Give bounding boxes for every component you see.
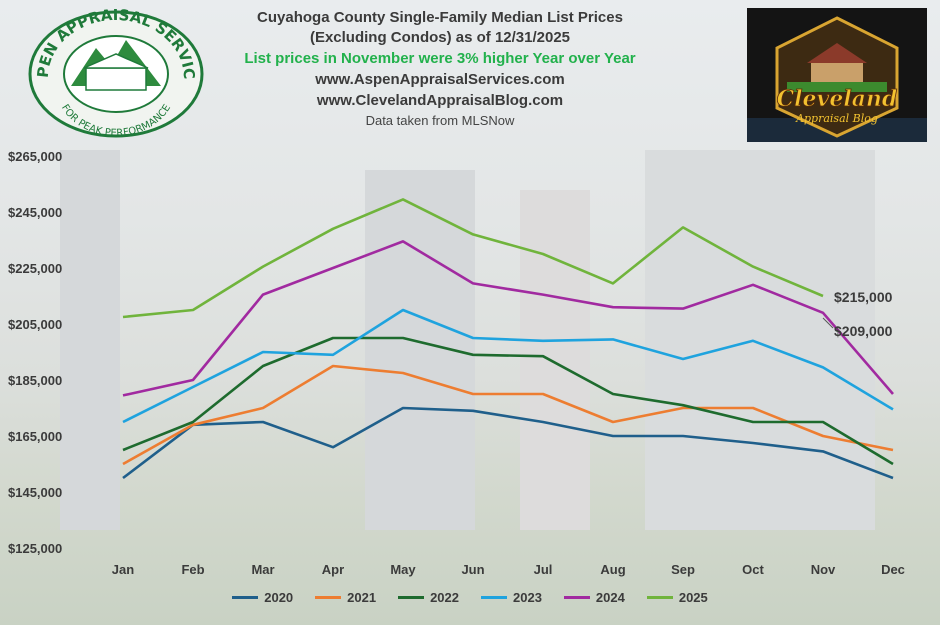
series-line-2023 <box>122 308 894 424</box>
background-building <box>520 190 590 530</box>
cleveland-blog-logo: Cleveland Appraisal Blog <box>747 8 927 142</box>
website-blog: www.ClevelandAppraisalBlog.com <box>316 92 564 109</box>
legend-item-2023: 2023 <box>481 590 542 605</box>
chart-title-block: Cuyahoga County Single-Family Median Lis… <box>230 8 650 131</box>
x-tick-label: Feb <box>181 562 204 577</box>
legend-label: 2020 <box>264 590 294 605</box>
aspen-logo: ASPEN APPRAISAL SERVICES FOR PEAK PERFOR… <box>26 8 204 138</box>
callout-2025-nov: $215,000 <box>834 289 893 305</box>
chart-legend: 2020 2021 2022 2023 2024 2025 <box>0 590 940 605</box>
legend-label: 2022 <box>430 590 459 605</box>
background-building <box>60 150 120 530</box>
legend-item-2025: 2025 <box>646 590 708 605</box>
x-tick-label: Nov <box>811 562 836 577</box>
data-source: Data taken from MLSNow <box>365 113 515 128</box>
y-tick-label: $185,000 <box>8 373 62 388</box>
y-axis: $125,000 $145,000 $165,000 $185,000 $205,000… <box>8 149 62 556</box>
x-tick-label: Dec <box>881 562 905 577</box>
series-line-2020 <box>122 406 894 480</box>
legend-label: 2021 <box>347 590 377 605</box>
legend-item-2022: 2022 <box>398 590 459 605</box>
value-callouts: $215,000 $209,000 <box>822 289 893 339</box>
legend-swatch <box>232 596 259 599</box>
legend-swatch <box>563 596 590 599</box>
x-tick-label: Jul <box>534 562 553 577</box>
x-axis: Jan Feb Mar Apr May Jun Jul Aug Sep Oct Nov Dec <box>112 562 905 577</box>
x-tick-label: Mar <box>251 562 274 577</box>
series-line-2022 <box>122 336 894 466</box>
series-line-2024 <box>122 240 894 397</box>
cleveland-logo-subtitle: Appraisal Blog <box>795 112 878 125</box>
legend-swatch <box>646 596 673 599</box>
legend-swatch <box>481 596 507 599</box>
legend-label: 2024 <box>595 590 625 605</box>
y-tick-label: $265,000 <box>8 149 62 164</box>
legend-swatch <box>315 596 342 599</box>
y-tick-label: $125,000 <box>8 541 62 556</box>
series-lines <box>122 198 894 480</box>
background-building <box>645 150 875 530</box>
x-tick-label: Oct <box>742 562 764 577</box>
cleveland-logo-title: Cleveland <box>777 86 898 112</box>
series-line-2025 <box>122 198 824 319</box>
y-tick-label: $165,000 <box>8 429 62 444</box>
x-tick-label: Apr <box>322 562 344 577</box>
x-tick-label: Aug <box>600 562 625 577</box>
y-tick-label: $205,000 <box>8 317 62 332</box>
y-tick-label: $145,000 <box>8 485 62 500</box>
x-tick-label: Jun <box>461 562 484 577</box>
x-tick-label: May <box>390 562 416 577</box>
chart-subtitle: (Excluding Condos) as of 12/31/2025 <box>309 29 571 46</box>
chart-highlight: List prices in November were 3% higher Y… <box>244 50 636 67</box>
y-tick-label: $245,000 <box>8 205 62 220</box>
callout-leader-line <box>822 317 834 329</box>
chart-title: Cuyahoga County Single-Family Median Lis… <box>257 9 623 26</box>
legend-swatch <box>398 596 425 599</box>
legend-item-2020: 2020 <box>232 590 293 605</box>
legend-item-2021: 2021 <box>315 590 376 605</box>
legend-label: 2025 <box>678 590 708 605</box>
website-aspen: www.AspenAppraisalServices.com <box>315 71 565 88</box>
x-tick-label: Sep <box>671 562 695 577</box>
legend-label: 2023 <box>513 590 542 605</box>
callout-2024-nov: $209,000 <box>834 323 893 339</box>
series-line-2021 <box>122 364 894 466</box>
y-tick-label: $225,000 <box>8 261 62 276</box>
legend-item-2024: 2024 <box>563 590 625 605</box>
x-tick-label: Jan <box>112 562 134 577</box>
